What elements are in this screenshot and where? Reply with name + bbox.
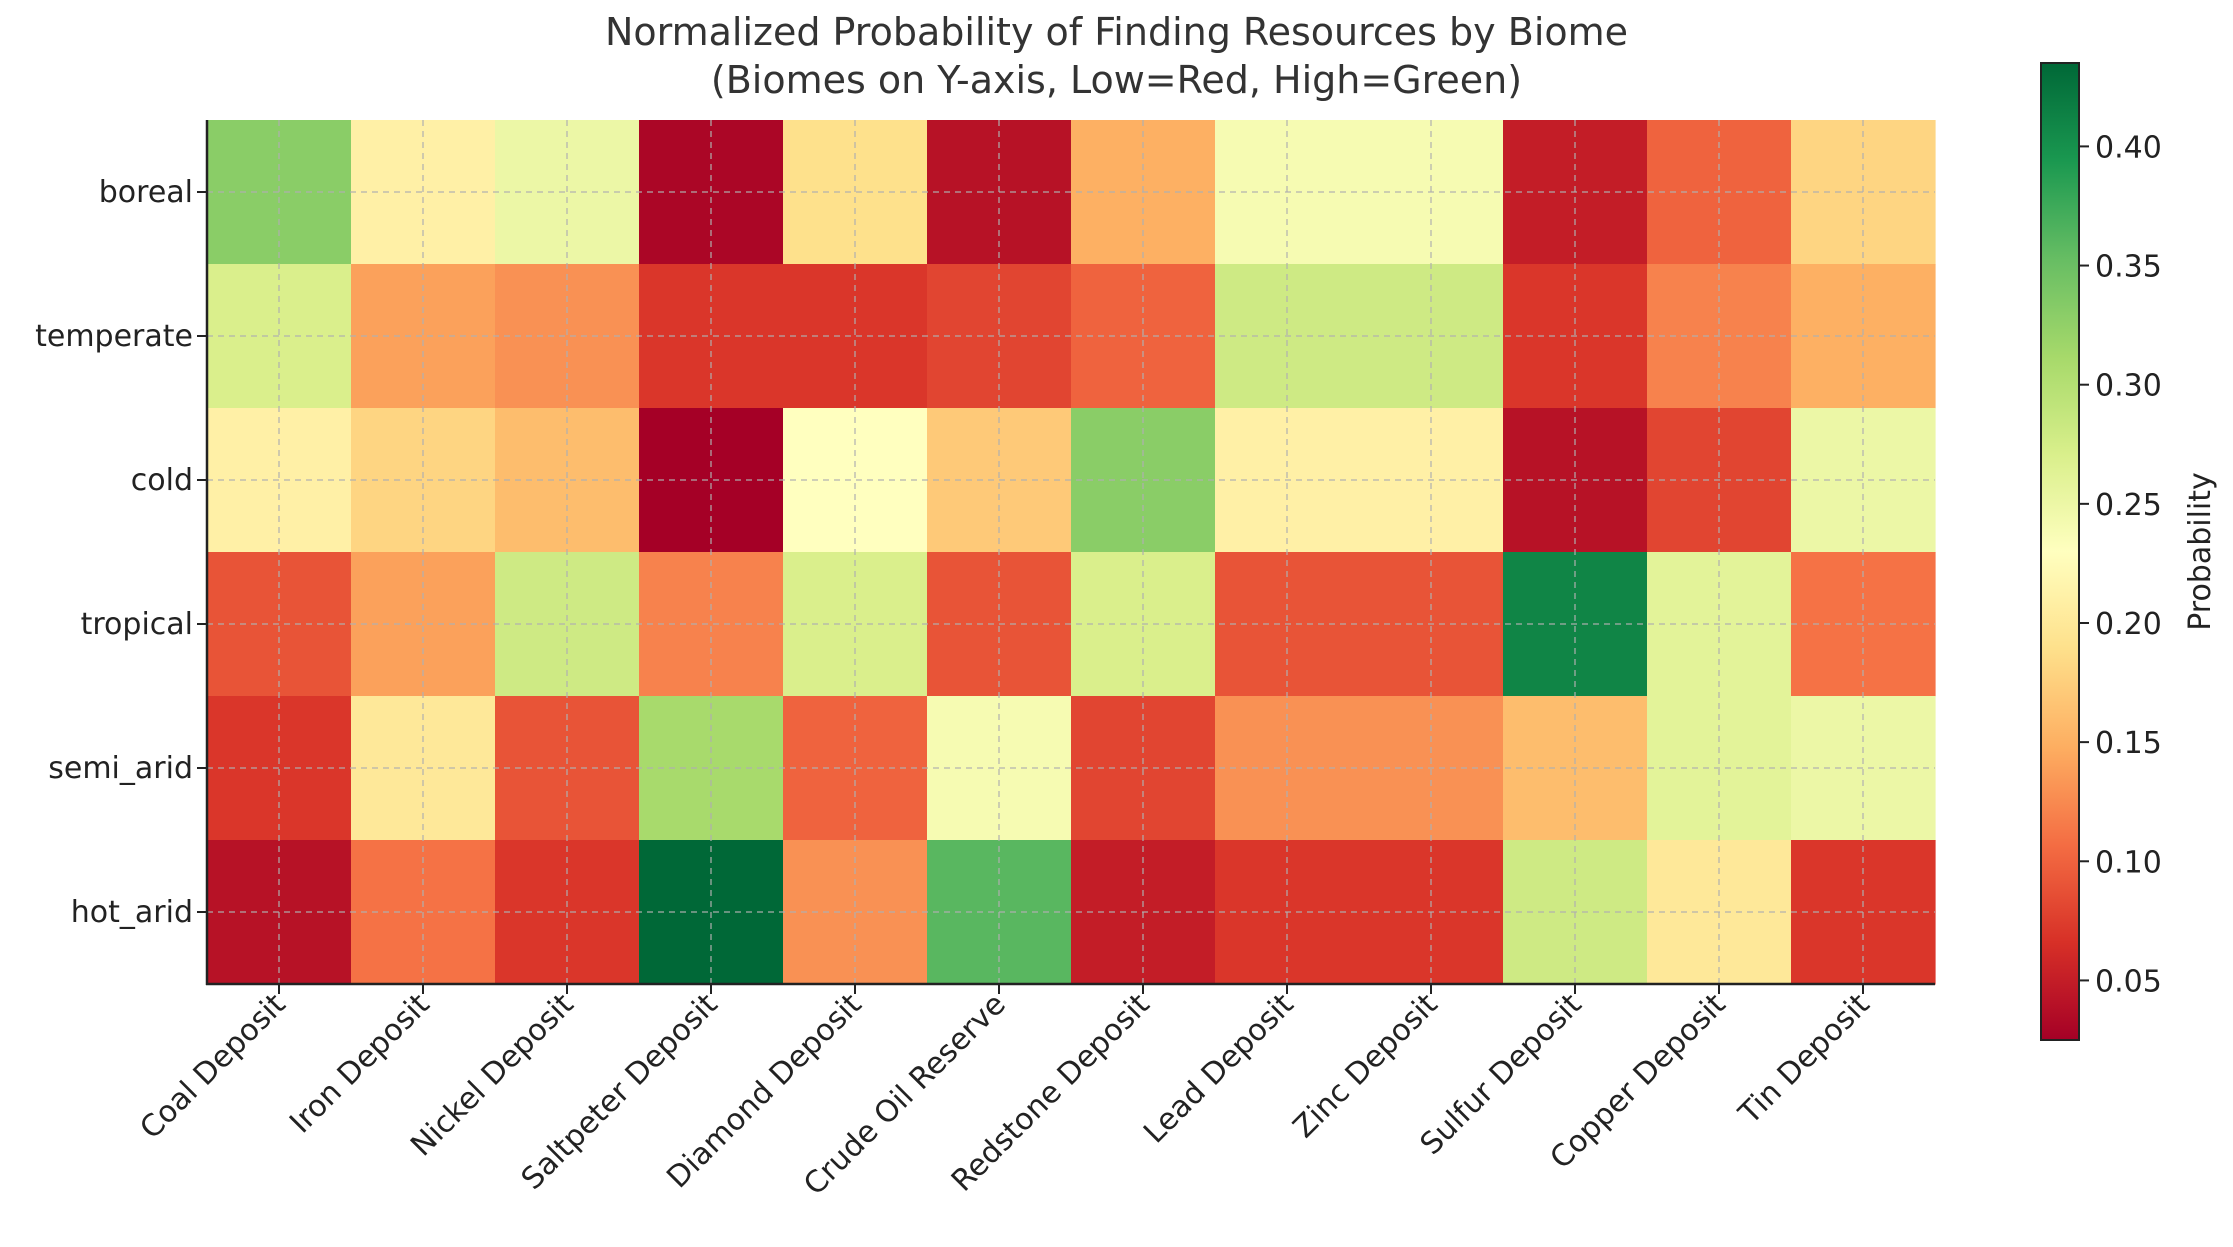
x-tick-label: Zinc Deposit <box>1287 987 1445 1145</box>
colorbar-tick-label: 0.05 <box>2095 964 2162 999</box>
colorbar-tick-label: 0.35 <box>2095 250 2162 285</box>
x-tick-label: Lead Deposit <box>1137 987 1301 1151</box>
x-tick-label: Iron Deposit <box>283 987 437 1141</box>
colorbar <box>2040 62 2080 1041</box>
chart-subtitle: (Biomes on Y-axis, Low=Red, High=Green) <box>710 58 1523 102</box>
colorbar-tick-label: 0.20 <box>2095 607 2162 642</box>
y-tick-label: tropical <box>81 607 193 642</box>
y-tick-label: cold <box>131 463 193 498</box>
colorbar-tick-label: 0.25 <box>2095 488 2162 523</box>
colorbar-label: Probability <box>2183 472 2218 631</box>
colorbar-tick-label: 0.30 <box>2095 369 2162 404</box>
colorbar-tick-label: 0.40 <box>2095 130 2162 165</box>
chart-title: Normalized Probability of Finding Resour… <box>604 10 1629 54</box>
x-tick-label: Tin Deposit <box>1732 987 1877 1132</box>
colorbar-tick-label: 0.10 <box>2095 845 2162 880</box>
y-tick-label: semi_arid <box>48 751 193 786</box>
y-tick-label: hot_arid <box>71 895 193 930</box>
colorbar-tick-label: 0.15 <box>2095 726 2162 761</box>
y-tick-label: temperate <box>35 319 193 354</box>
y-tick-label: boreal <box>99 175 193 210</box>
x-tick-label: Coal Deposit <box>133 987 292 1146</box>
